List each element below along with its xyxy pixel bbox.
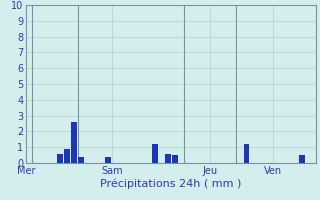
Bar	[5, 154, 11, 163]
Bar	[152, 144, 158, 163]
Bar	[299, 155, 305, 163]
X-axis label: Précipitations 24h ( mm ): Précipitations 24h ( mm )	[100, 179, 242, 189]
Bar	[71, 122, 77, 163]
Bar	[165, 154, 171, 163]
Bar	[244, 144, 249, 163]
Bar	[105, 157, 111, 163]
Bar	[64, 149, 70, 163]
Bar	[172, 155, 178, 163]
Bar	[78, 157, 84, 163]
Bar	[57, 154, 63, 163]
